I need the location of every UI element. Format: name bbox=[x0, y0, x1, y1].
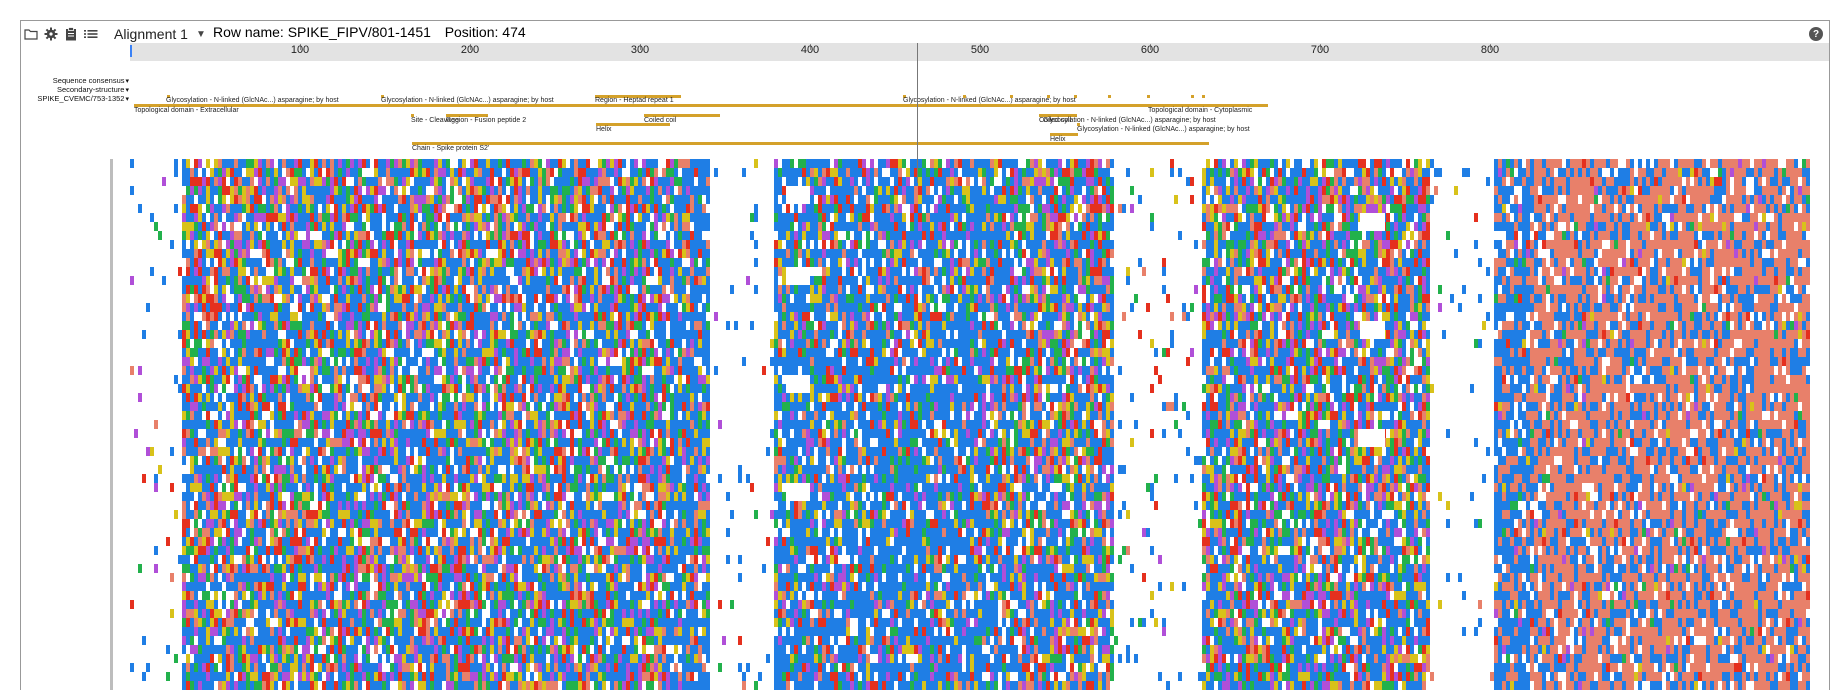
annotation-bar[interactable] bbox=[1108, 95, 1111, 98]
track-label-secondary-structure[interactable]: Secondary-structure▾ bbox=[57, 85, 129, 94]
annotation-bar[interactable] bbox=[1010, 95, 1013, 98]
ruler-tick-label: 200 bbox=[461, 44, 479, 56]
alignment-select[interactable]: Alignment 1 ▼ bbox=[114, 23, 206, 45]
row-name-label: Row name: bbox=[213, 24, 284, 40]
annotation-label: Glycosylation - N-linked (GlcNAc...) asp… bbox=[1043, 117, 1216, 124]
annotation-label: Glycosylation - N-linked (GlcNAc...) asp… bbox=[166, 97, 339, 104]
row-name-value: SPIKE_FIPV/801-1451 bbox=[288, 24, 431, 40]
annotation-bar[interactable] bbox=[963, 95, 966, 98]
annotation-label: Topological domain - Cytoplasmic bbox=[1148, 107, 1252, 114]
list-icon[interactable] bbox=[82, 25, 100, 43]
chevron-down-icon: ▼ bbox=[196, 29, 206, 40]
annotation-label: Helix bbox=[596, 126, 612, 133]
alignment-matrix[interactable] bbox=[110, 159, 1810, 690]
ruler-tick-label: 400 bbox=[801, 44, 819, 56]
annotation-bar[interactable] bbox=[1191, 95, 1194, 98]
annotation-label: Region - Heptad repeat 1 bbox=[595, 97, 674, 104]
annotation-label: Glycosylation - N-linked (GlcNAc...) asp… bbox=[903, 97, 1076, 104]
position-label: Position: bbox=[445, 24, 499, 40]
ruler-start-marker bbox=[130, 45, 132, 57]
position-value: 474 bbox=[502, 24, 525, 40]
ruler-tick-label: 600 bbox=[1141, 44, 1159, 56]
annotation-bar[interactable] bbox=[1047, 95, 1050, 98]
annotation-bar[interactable] bbox=[134, 104, 1208, 107]
vertical-scrollbar[interactable] bbox=[110, 159, 113, 690]
annotation-label: Region - Fusion peptide 2 bbox=[446, 117, 526, 124]
ruler-tick-label: 500 bbox=[971, 44, 989, 56]
row-info: Row name: SPIKE_FIPV/801-1451 Position: … bbox=[213, 24, 526, 40]
alignment-select-label: Alignment 1 bbox=[114, 26, 188, 42]
alignment-viewer: Alignment 1 ▼ Row name: SPIKE_FIPV/801-1… bbox=[20, 20, 1830, 690]
annotation-bar[interactable] bbox=[412, 142, 1209, 145]
ruler-tick-label: 300 bbox=[631, 44, 649, 56]
position-ruler[interactable]: 100 200 300 400 500 600 700 800 bbox=[130, 43, 1830, 61]
annotation-bar[interactable] bbox=[1202, 95, 1205, 98]
annotation-bar[interactable] bbox=[1147, 95, 1150, 98]
annotation-label: Glycosylation - N-linked (GlcNAc...) asp… bbox=[381, 97, 554, 104]
annotation-label: Topological domain - Extracellular bbox=[134, 107, 239, 114]
folder-icon[interactable] bbox=[22, 25, 40, 43]
clipboard-icon[interactable] bbox=[62, 25, 80, 43]
annotation-bar[interactable] bbox=[1074, 95, 1077, 98]
ruler-tick-label: 100 bbox=[291, 44, 309, 56]
annotation-label: Glycosylation - N-linked (GlcNAc...) asp… bbox=[1077, 126, 1250, 133]
track-label-sequence[interactable]: SPIKE_CVEMC/753-1352▾ bbox=[37, 94, 129, 103]
ruler-tick-label: 800 bbox=[1481, 44, 1499, 56]
annotation-label: Chain - Spike protein S2' bbox=[412, 145, 489, 152]
position-cursor bbox=[917, 43, 918, 183]
gear-icon[interactable] bbox=[42, 25, 60, 43]
track-label-sequence-consensus[interactable]: Sequence consensus▾ bbox=[53, 76, 129, 85]
annotation-label: Helix bbox=[1050, 136, 1066, 143]
question-circle-icon[interactable]: ? bbox=[1809, 27, 1823, 41]
annotation-label: Coiled coil bbox=[644, 117, 676, 124]
ruler-tick-label: 700 bbox=[1311, 44, 1329, 56]
